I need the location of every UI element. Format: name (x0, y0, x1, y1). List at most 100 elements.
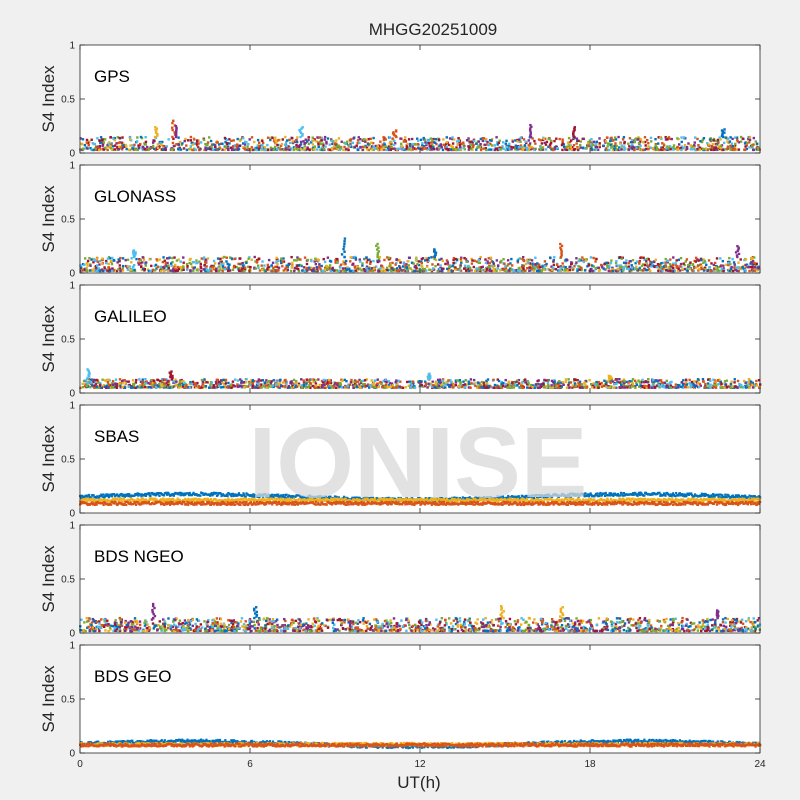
data-point (631, 378, 635, 381)
data-point (542, 385, 546, 389)
data-point (352, 269, 355, 273)
data-point (527, 386, 531, 389)
data-point (127, 380, 130, 383)
data-point (238, 144, 242, 148)
data-point (296, 264, 299, 267)
data-point (734, 142, 737, 146)
data-point (178, 381, 182, 385)
data-point (110, 382, 114, 385)
data-point (527, 144, 530, 147)
data-point (392, 268, 395, 272)
data-point (639, 382, 642, 386)
data-point (248, 380, 251, 384)
data-point (395, 261, 398, 265)
data-point (414, 258, 418, 262)
data-point (153, 381, 157, 385)
data-point (167, 379, 171, 383)
data-point (218, 267, 222, 270)
data-point (188, 261, 191, 265)
data-point (101, 257, 104, 260)
data-point (104, 146, 107, 149)
data-point (164, 145, 167, 148)
data-point (726, 140, 729, 143)
data-point (95, 257, 99, 260)
data-point (310, 141, 313, 144)
data-point (156, 378, 160, 382)
data-point (573, 128, 576, 132)
data-point (97, 267, 100, 270)
data-point (644, 144, 647, 147)
data-point (222, 385, 225, 389)
data-point (666, 138, 669, 141)
data-point (589, 256, 593, 259)
data-point (102, 141, 106, 144)
data-point (725, 137, 729, 141)
data-point (660, 148, 663, 151)
data-point (387, 380, 391, 383)
data-point (691, 383, 694, 386)
data-point (564, 148, 567, 151)
data-point (623, 148, 626, 152)
data-point (595, 380, 598, 384)
data-point (426, 258, 429, 262)
data-point (517, 378, 521, 382)
data-point (501, 141, 505, 144)
data-point (485, 386, 489, 389)
data-point (506, 383, 509, 387)
data-point (269, 146, 273, 149)
data-point (639, 140, 642, 143)
data-point (583, 381, 586, 384)
data-point (613, 136, 617, 139)
data-point (126, 258, 130, 261)
data-point (529, 386, 533, 389)
data-point (160, 383, 164, 386)
data-point (377, 246, 380, 249)
data-point (737, 148, 740, 151)
data-point (368, 386, 371, 389)
data-point (240, 383, 243, 386)
data-point (85, 147, 89, 150)
data-point (438, 386, 441, 389)
data-point (336, 381, 339, 385)
data-point (108, 269, 111, 273)
data-point (615, 148, 619, 151)
data-point (719, 386, 723, 389)
data-point (100, 258, 104, 262)
data-point (662, 144, 666, 147)
data-point (706, 148, 709, 152)
data-point (240, 381, 243, 384)
data-point (353, 382, 357, 385)
data-point (593, 269, 596, 272)
data-point (165, 378, 168, 381)
data-point (393, 142, 397, 145)
data-point (323, 135, 327, 139)
data-point (574, 384, 578, 388)
data-point (118, 267, 121, 270)
data-point (301, 269, 304, 272)
data-point (428, 372, 431, 375)
data-point (522, 146, 526, 150)
data-point (710, 138, 713, 142)
data-point (210, 143, 214, 146)
data-point (156, 259, 159, 262)
data-point (326, 380, 329, 384)
data-point (446, 267, 449, 271)
data-point (251, 382, 255, 385)
data-point (205, 258, 208, 261)
data-point (150, 379, 153, 382)
data-point (303, 256, 307, 259)
data-point (328, 386, 331, 389)
data-point (384, 380, 387, 383)
data-point (171, 141, 175, 145)
data-point (524, 269, 527, 272)
data-point (385, 145, 388, 148)
data-point (618, 256, 622, 259)
data-point (751, 381, 754, 385)
data-point (248, 265, 252, 269)
data-point (748, 146, 751, 149)
data-point (462, 143, 465, 146)
data-point (236, 383, 239, 386)
data-point (727, 261, 730, 265)
data-point (493, 144, 497, 147)
data-point (345, 140, 349, 144)
